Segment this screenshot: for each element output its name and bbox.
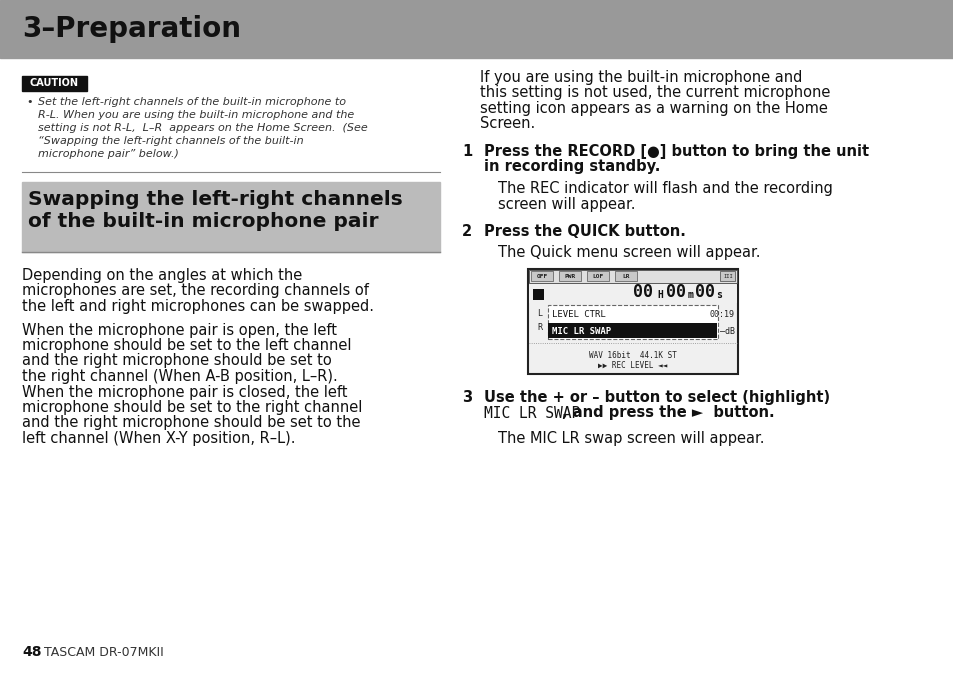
Text: and the right microphone should be set to the: and the right microphone should be set t… [22,416,360,431]
Text: LOF: LOF [592,273,603,279]
Bar [529,270,737,283]
Text: microphones are set, the recording channels of: microphones are set, the recording chann… [22,284,369,298]
Text: The Quick menu screen will appear.: The Quick menu screen will appear. [497,246,760,261]
Text: Press the QUICK button.: Press the QUICK button. [483,224,685,239]
Text: 00: 00 [665,283,685,301]
Text: Press the RECORD [●] button to bring the unit: Press the RECORD [●] button to bring the… [483,144,868,159]
Bar [547,323,717,338]
Bar [529,285,737,303]
Text: H: H [657,290,662,300]
Text: When the microphone pair is closed, the left: When the microphone pair is closed, the … [22,385,347,400]
Bar [586,271,608,281]
Text: 3: 3 [461,390,472,405]
Text: m: m [687,290,693,300]
Text: the right channel (When A-B position, L–R).: the right channel (When A-B position, L–… [22,369,337,384]
Text: LR: LR [621,273,629,279]
Bar [720,271,734,281]
Bar [531,271,553,281]
Text: R: R [537,323,542,331]
Text: , and press the ►  button.: , and press the ► button. [561,406,774,421]
Text: setting is not R-L,  L–R  appears on the Home Screen.  (See: setting is not R-L, L–R appears on the H… [38,123,367,133]
Text: 00:19: 00:19 [709,310,734,319]
Text: III: III [722,273,732,279]
Text: If you are using the built-in microphone and: If you are using the built-in microphone… [479,70,801,85]
Text: microphone should be set to the left channel: microphone should be set to the left cha… [22,338,351,353]
Text: CAUTION: CAUTION [30,78,79,88]
Text: R-L. When you are using the built-in microphone and the: R-L. When you are using the built-in mic… [38,110,354,120]
Text: Use the + or – button to select (highlight): Use the + or – button to select (highlig… [483,390,829,405]
Text: WAV 16bit  44.1K ST: WAV 16bit 44.1K ST [588,351,677,360]
Text: 00: 00 [695,283,714,301]
Bar [22,76,87,91]
Text: of the built-in microphone pair: of the built-in microphone pair [28,212,378,231]
Text: LEVEL CTRL: LEVEL CTRL [552,310,605,319]
Text: this setting is not used, the current microphone: this setting is not used, the current mi… [479,86,829,101]
Bar [547,305,718,339]
Bar [527,269,738,374]
Text: 2: 2 [461,224,472,239]
Text: –dB: –dB [720,327,734,335]
Text: setting icon appears as a warning on the Home: setting icon appears as a warning on the… [479,101,827,116]
Text: •: • [26,97,32,107]
Text: Depending on the angles at which the: Depending on the angles at which the [22,268,302,283]
Text: microphone should be set to the right channel: microphone should be set to the right ch… [22,400,362,415]
Text: “Swapping the left-right channels of the built-in: “Swapping the left-right channels of the… [38,136,303,146]
Text: and the right microphone should be set to: and the right microphone should be set t… [22,354,332,369]
Text: Screen.: Screen. [479,117,535,132]
Text: Set the left-right channels of the built-in microphone to: Set the left-right channels of the built… [38,97,346,107]
Text: Swapping the left-right channels: Swapping the left-right channels [28,190,402,209]
Bar [615,271,637,281]
Bar [533,289,543,300]
Text: s: s [716,290,721,300]
Text: 1: 1 [461,144,472,159]
Text: TASCAM DR-07MKII: TASCAM DR-07MKII [44,646,164,659]
Text: ▶▶ REC LEVEL ◄◄: ▶▶ REC LEVEL ◄◄ [598,361,667,370]
Text: When the microphone pair is open, the left: When the microphone pair is open, the le… [22,323,336,338]
Bar [558,271,580,281]
Bar [0,0,953,58]
Text: 48: 48 [22,645,42,659]
Text: in recording standby.: in recording standby. [483,159,659,175]
Text: The REC indicator will flash and the recording: The REC indicator will flash and the rec… [497,181,832,196]
Text: microphone pair” below.): microphone pair” below.) [38,149,179,159]
Text: 3–Preparation: 3–Preparation [22,15,241,43]
Text: the left and right microphones can be swapped.: the left and right microphones can be sw… [22,299,374,314]
Text: L: L [537,308,542,317]
Text: left channel (When X-Y position, R–L).: left channel (When X-Y position, R–L). [22,431,295,446]
Bar [22,182,439,252]
Text: OFF: OFF [536,273,547,279]
Text: screen will appear.: screen will appear. [497,196,635,211]
Text: MIC LR SWAP: MIC LR SWAP [483,406,579,421]
Text: The MIC LR swap screen will appear.: The MIC LR swap screen will appear. [497,431,763,446]
Text: MIC LR SWAP: MIC LR SWAP [552,327,611,335]
Text: 00: 00 [633,283,652,301]
Text: PWR: PWR [564,273,575,279]
